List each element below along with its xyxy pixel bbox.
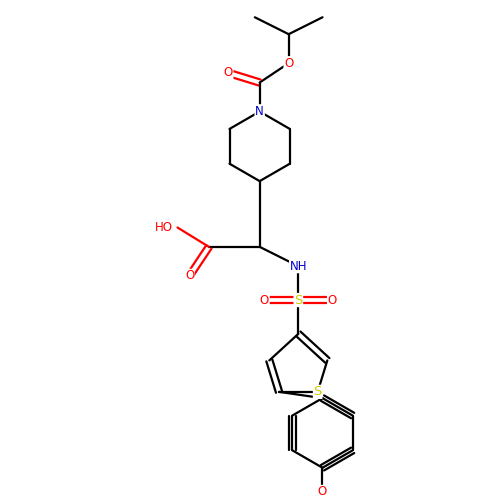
Text: S: S	[314, 386, 322, 398]
Text: O: O	[185, 270, 194, 282]
Text: NH: NH	[290, 260, 307, 272]
Text: O: O	[318, 486, 327, 498]
Text: O: O	[224, 66, 233, 80]
Text: N: N	[256, 105, 264, 118]
Text: N: N	[256, 105, 264, 118]
Text: O: O	[260, 294, 269, 306]
Text: HO: HO	[154, 221, 172, 234]
Text: O: O	[328, 294, 337, 306]
Text: S: S	[294, 294, 302, 306]
Text: O: O	[284, 56, 294, 70]
